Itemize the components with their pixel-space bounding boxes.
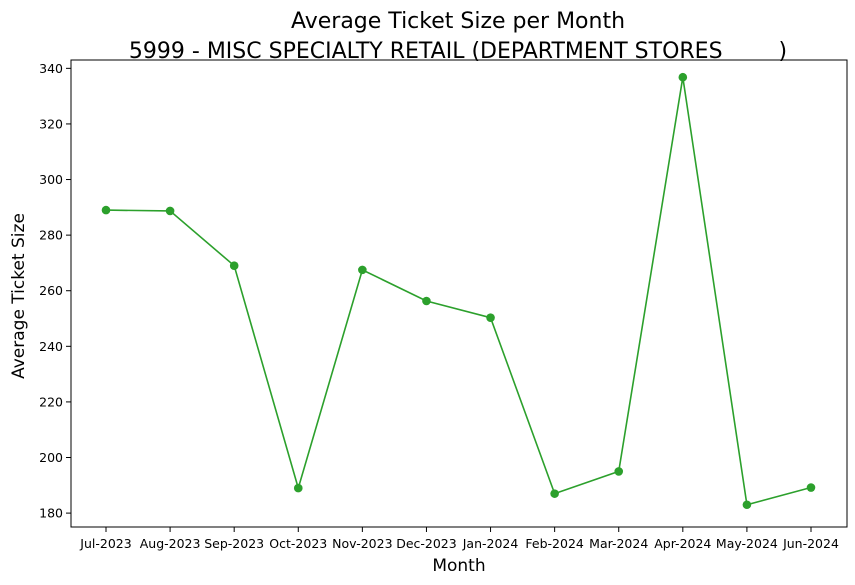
x-axis-label: Month	[432, 556, 485, 576]
x-tick-label: Dec-2023	[396, 536, 457, 551]
y-tick-label: 240	[39, 339, 63, 354]
y-axis-ticks: 180 200 220 240 260 280 300 320 340	[39, 61, 71, 521]
y-tick-label: 260	[39, 283, 63, 298]
x-axis-ticks: Jul-2023 Aug-2023 Sep-2023 Oct-2023 Nov-2023…	[79, 527, 839, 551]
data-point	[101, 205, 111, 215]
series-line	[105, 77, 812, 506]
chart-title: Average Ticket Size per Month	[291, 9, 625, 34]
data-point	[614, 467, 624, 476]
y-tick-label: 200	[39, 450, 63, 465]
x-tick-label: Apr-2024	[654, 536, 711, 551]
x-tick-label: Sep-2023	[204, 536, 264, 551]
x-tick-label: Aug-2023	[140, 536, 201, 551]
y-tick-label: 300	[39, 172, 63, 187]
x-tick-label: May-2024	[716, 536, 778, 551]
data-point	[422, 296, 431, 306]
y-tick-label: 280	[39, 228, 63, 243]
data-point	[358, 265, 367, 275]
data-point	[806, 483, 816, 492]
data-point	[550, 489, 559, 498]
data-point	[229, 261, 239, 271]
data-point	[742, 500, 752, 510]
y-tick-label: 220	[39, 394, 63, 409]
x-tick-label: Oct-2023	[269, 536, 327, 551]
y-tick-label: 340	[39, 61, 63, 76]
x-tick-label: Jul-2023	[79, 536, 131, 551]
x-tick-label: Jun-2024	[782, 536, 839, 551]
data-point	[486, 313, 495, 322]
y-tick-label: 320	[39, 116, 63, 131]
series-group	[101, 72, 816, 510]
data-point	[293, 483, 303, 493]
y-tick-label: 180	[39, 506, 63, 521]
data-point	[678, 72, 688, 82]
y-axis-label: Average Ticket Size	[9, 213, 29, 379]
x-tick-label: Nov-2023	[332, 536, 392, 551]
x-tick-label: Jan-2024	[462, 536, 519, 551]
data-point	[165, 206, 175, 216]
x-tick-label: Mar-2024	[589, 536, 648, 551]
x-tick-label: Feb-2024	[525, 536, 584, 551]
plot-frame	[70, 59, 848, 528]
